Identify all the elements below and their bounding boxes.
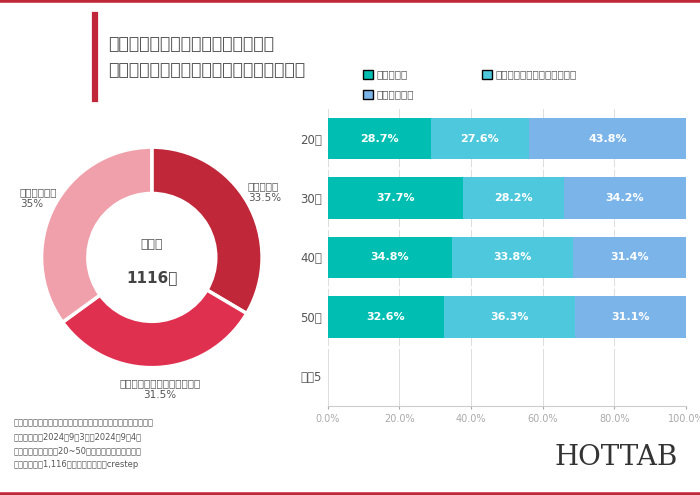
- Text: 34.2%: 34.2%: [606, 193, 645, 203]
- Bar: [328, 237, 452, 278]
- Bar: [529, 118, 687, 159]
- Text: なんとなく聞いたことがある: なんとなく聞いたことがある: [496, 69, 577, 79]
- Wedge shape: [62, 290, 246, 368]
- Text: 31.1%: 31.1%: [611, 312, 650, 322]
- Text: 37.7%: 37.7%: [376, 193, 414, 203]
- Text: 28.2%: 28.2%: [494, 193, 533, 203]
- Bar: [573, 237, 686, 278]
- Text: 36.3%: 36.3%: [490, 312, 528, 322]
- Bar: [463, 177, 564, 219]
- Bar: [575, 296, 686, 338]
- Bar: [328, 118, 430, 159]
- Bar: [430, 118, 529, 159]
- Text: HOTTAB: HOTTAB: [554, 445, 678, 471]
- Wedge shape: [152, 147, 262, 313]
- Text: ・調査概要：フェムケア・デリケートゾーンケアに関する調査
・調査期間：2024年9月3日～2024年9月4日
・調査対象：全国　20~50代女性（調査モニター）: ・調査概要：フェムケア・デリケートゾーンケアに関する調査 ・調査期間：2024年…: [14, 418, 154, 469]
- Wedge shape: [41, 147, 152, 322]
- Text: 33.8%: 33.8%: [494, 252, 532, 262]
- Text: 31.4%: 31.4%: [610, 252, 649, 262]
- Text: 28.7%: 28.7%: [360, 134, 398, 144]
- Text: 知らなかった: 知らなかった: [377, 89, 414, 99]
- Bar: [444, 296, 575, 338]
- Text: 知らなかった
35%: 知らなかった 35%: [20, 187, 57, 209]
- Text: 多くのシャンプーやボディソープが
化学洗剤であることを知っていましたか？: 多くのシャンプーやボディソープが 化学洗剤であることを知っていましたか？: [108, 35, 306, 79]
- Bar: [328, 177, 463, 219]
- Bar: [452, 237, 573, 278]
- Text: 32.6%: 32.6%: [367, 312, 405, 322]
- Text: 知っていた
33.5%: 知っていた 33.5%: [248, 181, 281, 203]
- Text: 1116人: 1116人: [126, 270, 178, 285]
- Text: 知っていた: 知っていた: [377, 69, 407, 79]
- Bar: [564, 177, 687, 219]
- Text: 34.8%: 34.8%: [371, 252, 409, 262]
- Bar: [328, 296, 444, 338]
- Text: 43.8%: 43.8%: [589, 134, 627, 144]
- Text: なんとなく聞いたことがある
31.5%: なんとなく聞いたことがある 31.5%: [120, 378, 201, 400]
- Text: 回答数: 回答数: [141, 238, 163, 250]
- Text: 27.6%: 27.6%: [461, 134, 499, 144]
